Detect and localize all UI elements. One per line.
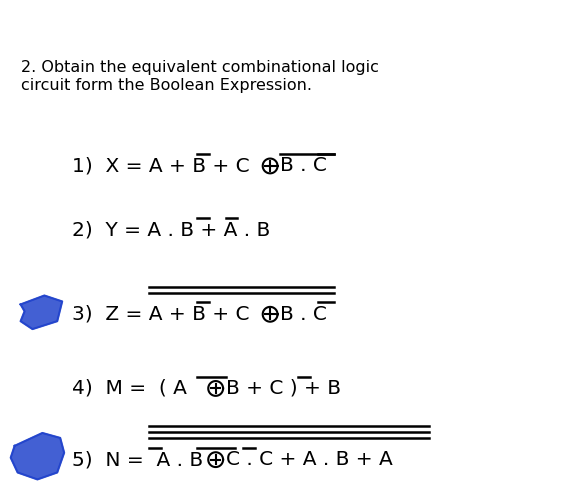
Text: 2. Obtain the equivalent combinational logic: 2. Obtain the equivalent combinational l… xyxy=(20,60,379,75)
Text: 3)  Z = A + B + C: 3) Z = A + B + C xyxy=(72,305,250,324)
Text: 5)  N =  A . B: 5) N = A . B xyxy=(72,450,203,469)
Text: B . C: B . C xyxy=(280,305,327,324)
Text: 2)  Y = A . B + A . B: 2) Y = A . B + A . B xyxy=(72,221,270,239)
Polygon shape xyxy=(20,296,62,329)
Text: 4)  M =  ( A: 4) M = ( A xyxy=(72,379,187,398)
Text: B + C ) + B: B + C ) + B xyxy=(225,379,341,398)
Polygon shape xyxy=(11,433,64,479)
Text: C . C + A . B + A: C . C + A . B + A xyxy=(225,450,392,469)
Text: B . C: B . C xyxy=(280,156,327,175)
Text: 1)  X = A + B + C: 1) X = A + B + C xyxy=(72,156,250,175)
Text: circuit form the Boolean Expression.: circuit form the Boolean Expression. xyxy=(20,78,312,93)
